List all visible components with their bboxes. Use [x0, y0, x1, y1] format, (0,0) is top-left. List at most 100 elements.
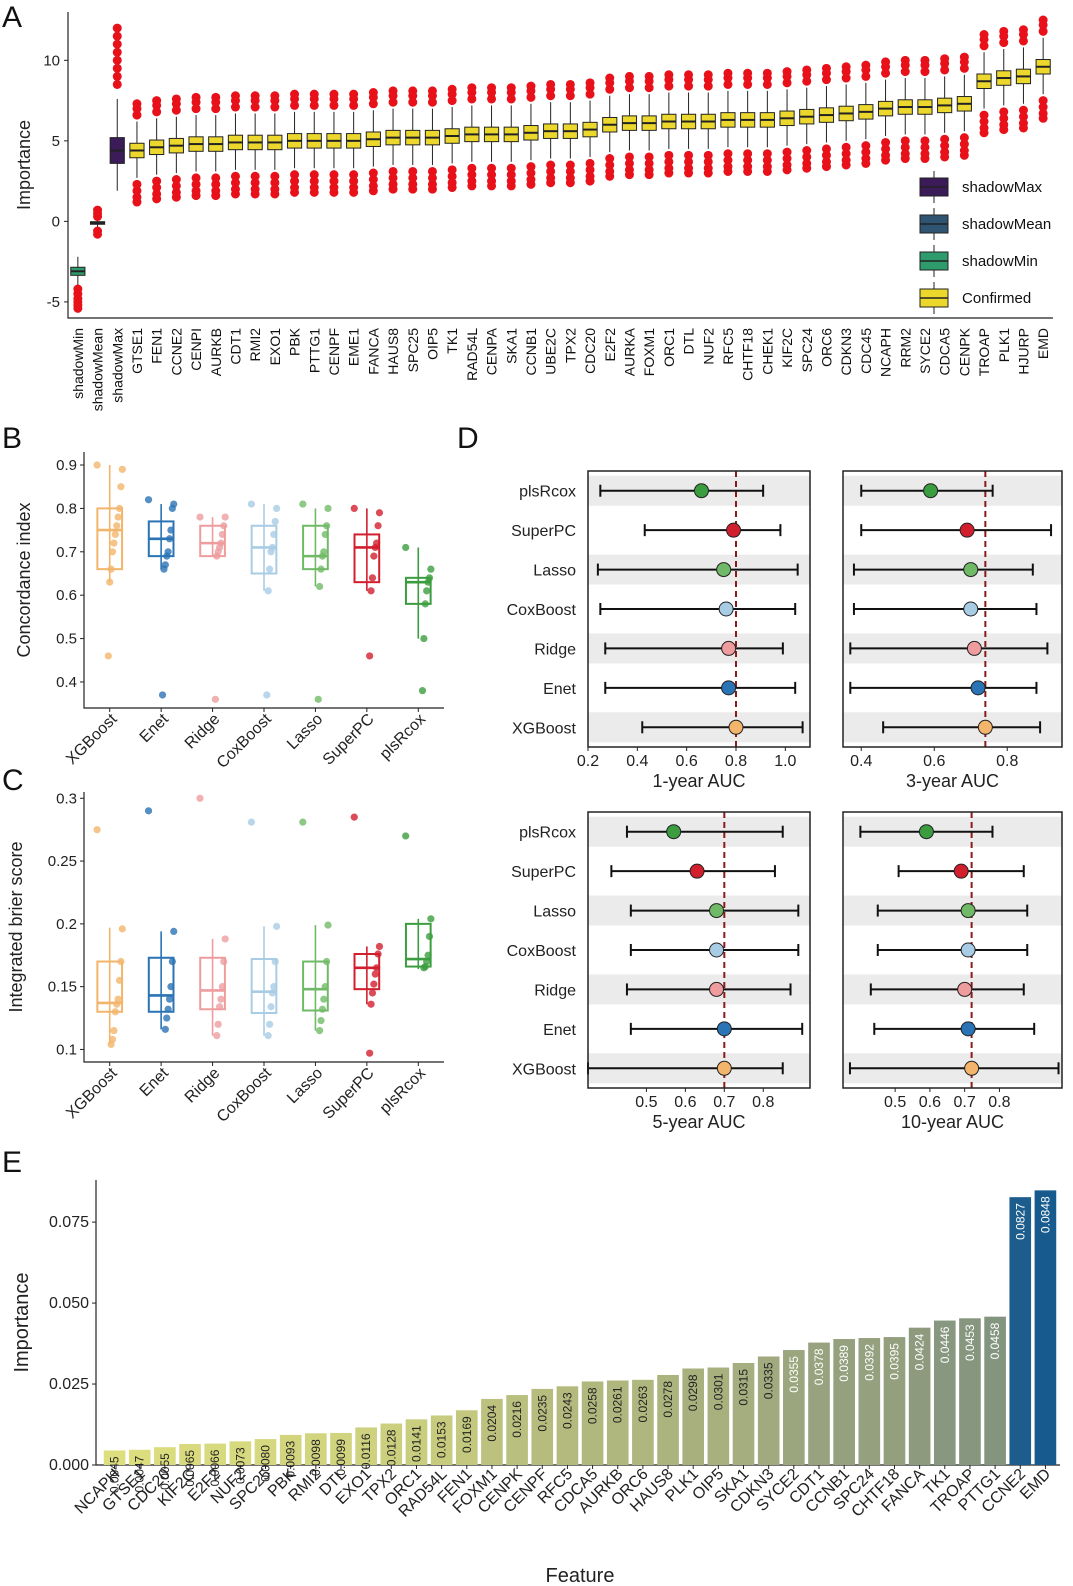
panel-a-outlier — [427, 184, 437, 194]
panel-a-outlier — [447, 183, 457, 193]
panelC-point — [373, 964, 381, 972]
panel-a-outlier — [979, 30, 989, 40]
panel-a-outlier — [349, 89, 359, 99]
panel-a-outlier — [368, 168, 378, 178]
panel-e-bar — [254, 1439, 277, 1465]
panel-a-outlier — [1038, 113, 1048, 123]
panel-e-bar-label: 0.0263 — [636, 1385, 650, 1422]
panel-a-ytick-label: 10 — [43, 52, 60, 69]
panelB-point — [108, 548, 117, 556]
panel-a-outlier — [467, 83, 477, 93]
panel-d-estimate-point — [963, 562, 979, 578]
panel-a-outlier — [487, 83, 497, 93]
panel-a-outlier — [821, 144, 831, 154]
panel-e-bar-label: 0.0446 — [938, 1326, 952, 1363]
panelC-point — [374, 950, 382, 958]
panel-e-bar — [883, 1337, 906, 1465]
panelB-point — [196, 513, 204, 521]
panelB-point — [374, 522, 382, 530]
panel-e-ylabel: Importance — [11, 1272, 33, 1372]
panel-d-estimate-point — [977, 719, 993, 735]
panel-a-xtick-label: FANCA — [365, 327, 381, 374]
panel-label-a: A — [2, 1, 22, 34]
panel-a-xtick-label: HJURP — [1015, 328, 1031, 375]
panelC-point — [214, 1020, 222, 1028]
panel-a-outlier — [999, 38, 1009, 48]
panelB-axes — [83, 452, 444, 709]
panelC-point — [366, 1049, 374, 1057]
panelC-point — [367, 1000, 375, 1008]
panel-a-outlier — [664, 70, 674, 80]
panel-e-bar-label: 0.0424 — [913, 1333, 927, 1370]
panel-a-outlier — [605, 73, 615, 83]
panelB-point — [350, 504, 358, 513]
panel-e-bar — [707, 1367, 730, 1465]
panel-a-outlier — [624, 71, 634, 81]
panelC-xtick-label: Enet — [137, 1064, 173, 1100]
panelC-xtick-label: CoxBoost — [214, 1064, 275, 1125]
panel-e-bar — [355, 1427, 377, 1465]
panelC-xtick-label: Ridge — [182, 1065, 224, 1107]
panelC-xtick-label: XGBoost — [63, 1064, 121, 1122]
panel-a-xtick-label: ORC6 — [818, 328, 834, 367]
panel-a-outlier — [900, 142, 910, 152]
panel-d-estimate-point — [718, 601, 734, 617]
panelC-point — [420, 964, 428, 972]
panelC-xtick-label: plsRcox — [377, 1065, 429, 1117]
panel-a-outlier — [250, 91, 260, 101]
panel-a-outlier — [703, 150, 713, 160]
panel-a-outlier — [408, 166, 418, 176]
panel-a-outlier — [171, 94, 181, 104]
panel-a-ytick-label: 0 — [52, 213, 60, 230]
panel-d-model-label: Lasso — [533, 563, 576, 580]
panel-d-estimate-point — [964, 1060, 980, 1076]
panel-a-xtick-label: SPC25 — [405, 328, 421, 373]
panel-e-bar-label: 0.0315 — [737, 1369, 751, 1406]
panelC-point — [118, 925, 126, 933]
panel-d-model-label: Ridge — [534, 982, 576, 999]
panelC-ylabel: Integrated brier score — [6, 841, 26, 1012]
panelC-point — [318, 1005, 327, 1013]
panel-a-ytick-label: 5 — [52, 133, 60, 150]
panel-a-outlier — [920, 154, 930, 164]
panelB-point — [144, 496, 153, 504]
panel-a-xtick-label: PTTG1 — [306, 328, 322, 373]
panel-a-outlier — [112, 63, 122, 73]
panelB-point — [113, 522, 121, 530]
panel-a-outlier — [802, 163, 812, 173]
panelB-point — [424, 578, 432, 586]
panel-a-outlier — [1018, 36, 1028, 46]
panel-a-outlier — [782, 147, 792, 157]
panel-a-outlier — [526, 162, 536, 172]
panel-a-outlier — [467, 163, 477, 173]
panel-e-bar — [128, 1449, 151, 1465]
panelB-point — [106, 578, 114, 586]
panel-a-outlier — [506, 83, 516, 93]
panel-a-xtick-label: FOXM1 — [641, 328, 657, 376]
panel-e-bar — [531, 1388, 554, 1465]
panel-a-outlier — [1038, 26, 1048, 36]
panel-a-xtick-label: CHTF18 — [740, 328, 756, 381]
panel-a-outlier — [270, 91, 280, 101]
panelB-point — [371, 543, 379, 552]
panel-a-outlier — [644, 170, 654, 180]
panelB-point — [266, 565, 274, 573]
panel-a-outlier — [546, 79, 556, 89]
panelC-point — [320, 995, 328, 1003]
panel-a-outlier — [290, 187, 300, 197]
panel-e-bar-label: 0.0098 — [309, 1439, 323, 1476]
panel-d-xtick-label: 0.4 — [626, 753, 648, 770]
panelB-ytick-label: 0.9 — [56, 457, 77, 474]
panel-a-outlier — [250, 189, 260, 199]
panel-a-outlier — [940, 152, 950, 162]
panel-d-estimate-point — [959, 522, 975, 538]
panel-a-xtick-label: RAD54L — [464, 328, 480, 381]
panel-a-outlier — [152, 176, 162, 186]
panel-e-bar-label: 0.0216 — [510, 1401, 524, 1438]
panelC-point — [321, 983, 329, 991]
panel-d-model-label: Enet — [543, 681, 576, 698]
panel-label-c: C — [2, 764, 24, 797]
panel-e-bar-label: 0.0243 — [560, 1392, 574, 1429]
panel-d-estimate-point — [716, 1060, 732, 1076]
